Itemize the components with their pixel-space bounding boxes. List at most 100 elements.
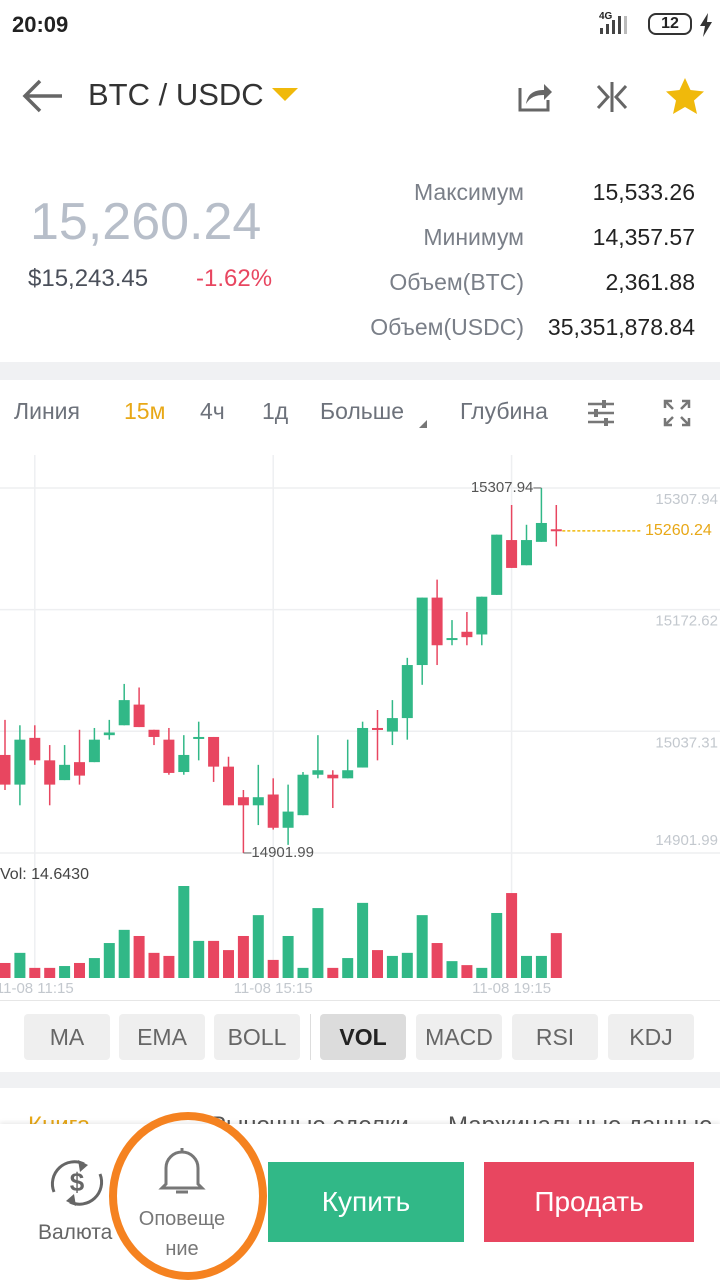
indicator-button[interactable]: BOLL [214, 1014, 300, 1060]
tab[interactable]: 1д [262, 398, 289, 424]
stat-value: 15,533.26 [592, 179, 695, 205]
volume-bar [252, 915, 264, 978]
high-label: 15307.94 [471, 479, 534, 496]
volume-bar [491, 912, 503, 978]
currency-icon[interactable]: $ [44, 1158, 110, 1208]
volume-bar [401, 952, 413, 978]
x-tick-label: 11-08 11:15 [0, 980, 74, 997]
candle-body [267, 794, 279, 828]
signal-icon [600, 16, 627, 34]
volume-bar [357, 902, 369, 978]
bell-icon[interactable] [158, 1146, 206, 1198]
compare-button[interactable] [594, 80, 630, 114]
candle-body [461, 631, 473, 638]
candle-body [88, 739, 100, 763]
pair-title[interactable]: BTC / USDC [88, 77, 264, 112]
volume-bar [372, 950, 383, 978]
volume-bar [327, 967, 339, 978]
volume-bar [521, 955, 532, 978]
candle-body [44, 760, 56, 785]
tab[interactable]: Больше [320, 398, 405, 424]
price-change: -1.62% [196, 265, 273, 292]
volume-bar [386, 955, 398, 978]
volume-bar [0, 962, 11, 978]
candle-body [327, 774, 339, 779]
candle-body [103, 732, 115, 736]
candle-body [29, 737, 41, 761]
volume-bar [431, 943, 443, 978]
indicator-button-active[interactable]: VOL [320, 1014, 406, 1060]
settings-icon[interactable] [586, 398, 616, 428]
candle-body [550, 529, 562, 532]
back-button[interactable] [20, 76, 66, 116]
volume-bar [133, 935, 145, 978]
tab[interactable]: Глубина [460, 398, 548, 424]
separator [0, 362, 720, 380]
candle-body [342, 770, 354, 779]
candle-body [372, 727, 383, 730]
candle-body [312, 770, 324, 775]
indicator-button[interactable]: RSI [512, 1014, 598, 1060]
alert-label[interactable]: Оповеще [138, 1208, 226, 1230]
volume-bar [59, 966, 71, 978]
volume-bar [44, 967, 56, 978]
buy-button[interactable]: Купить [268, 1162, 464, 1242]
volume-bar [74, 962, 85, 978]
network: 4G [599, 11, 613, 22]
volume-bar [118, 929, 130, 978]
y-tick-label: 15307.94 [655, 491, 718, 508]
more-caret [419, 420, 427, 428]
status-time: 20:09 [12, 12, 69, 37]
currency-label[interactable]: Валюта [38, 1221, 113, 1244]
pair-dropdown[interactable] [272, 86, 298, 102]
fullscreen-icon[interactable] [662, 398, 692, 428]
volume-bar [476, 967, 488, 978]
candle-body [237, 797, 249, 806]
divider [310, 1014, 311, 1060]
x-tick-label: 11-08 15:15 [234, 980, 313, 997]
candle-body [521, 540, 532, 566]
stat-label: Максимум [413, 179, 524, 205]
volume-bar [535, 955, 547, 978]
volume-bar [148, 952, 160, 978]
x-tick-label: 11-08 19:15 [472, 980, 551, 997]
volume-bar [88, 958, 100, 978]
share-button[interactable] [516, 78, 554, 114]
sell-button[interactable]: Продать [484, 1162, 694, 1242]
y-tick-label: 14901.99 [655, 832, 718, 849]
volume-bar [416, 915, 428, 978]
battery: 12 [648, 13, 692, 35]
volume-bar [237, 935, 249, 978]
candle-body [401, 665, 413, 719]
stat-label: Минимум [423, 224, 524, 250]
candle-body [535, 522, 547, 542]
indicator-button[interactable]: MACD [416, 1014, 502, 1060]
candle-body [357, 727, 369, 768]
volume-bar [14, 952, 26, 978]
volume-bar [178, 886, 190, 978]
volume-bar [163, 955, 175, 978]
volume-bar [208, 940, 220, 978]
low-label: 14901.99 [251, 844, 314, 861]
candle-body [148, 729, 160, 737]
candle-body [386, 718, 398, 732]
volume-label: Vol: 14.6430 [0, 866, 89, 883]
candle-body [252, 797, 264, 806]
candle-body [178, 754, 190, 773]
tab[interactable]: 4ч [200, 398, 225, 424]
candle-body [0, 754, 11, 785]
volume-bar [282, 935, 294, 978]
indicator-button[interactable]: KDJ [608, 1014, 694, 1060]
fiat-price: $15,243.45 [28, 265, 149, 292]
volume-bar [193, 940, 205, 978]
stat-value: 2,361.88 [605, 269, 695, 295]
candle-body [133, 704, 145, 728]
indicator-button[interactable]: MA [24, 1014, 110, 1060]
favorite-star[interactable] [664, 76, 706, 116]
indicator-button[interactable]: EMA [119, 1014, 205, 1060]
candle-body [59, 764, 71, 781]
tab-active[interactable]: 15м [124, 398, 166, 424]
alert-label[interactable]: ние [165, 1238, 199, 1260]
volume-bar [267, 959, 279, 978]
tab[interactable]: Линия [14, 398, 80, 424]
